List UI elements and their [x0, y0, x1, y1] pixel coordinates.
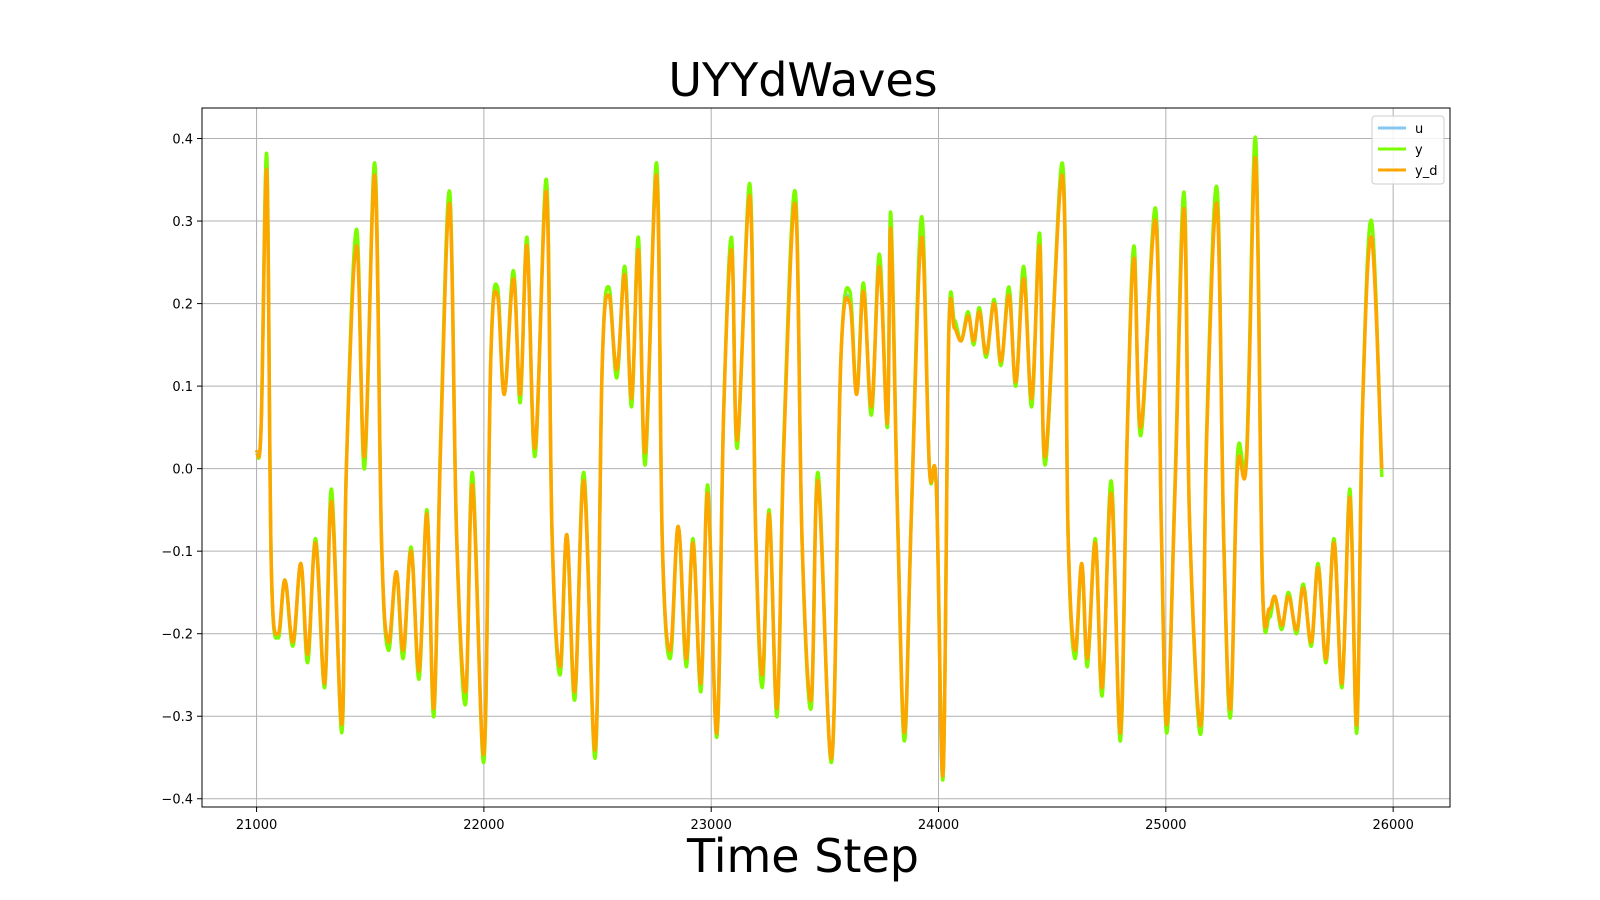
y-tick-label: −0.1 — [161, 545, 193, 560]
legend-label-y-d: y_d — [1415, 164, 1437, 179]
x-tick-label: 24000 — [918, 818, 959, 833]
chart-title: UYYdWaves — [668, 53, 937, 107]
legend: uy y_d — [1371, 115, 1445, 185]
y-tick-label: −0.4 — [161, 793, 193, 808]
legend-label-u: u — [1415, 122, 1423, 137]
series-line-y-d — [254, 156, 1384, 778]
x-tick-label: 22000 — [463, 818, 504, 833]
y-tick-label: −0.2 — [161, 628, 193, 643]
x-tick-label: 23000 — [691, 818, 732, 833]
x-tick-label: 26000 — [1372, 818, 1413, 833]
y-tick-label: 0.3 — [172, 215, 193, 230]
plot-frame — [201, 107, 1451, 808]
x-axis-label: Time Step — [686, 829, 919, 883]
axis-ticks: 21000 22000 23000 24000 25000 26000 −0.4 −0.3 −0… — [161, 133, 1413, 833]
y-tick-label: 0.2 — [172, 298, 193, 313]
y-tick-label: 0.4 — [172, 133, 193, 148]
y-tick-label: 0.0 — [172, 463, 193, 478]
x-tick-label: 21000 — [236, 818, 277, 833]
y-tick-label: −0.3 — [161, 710, 193, 725]
legend-label-y: y — [1415, 143, 1423, 158]
legend-box — [1371, 115, 1445, 185]
x-tick-label: 25000 — [1145, 818, 1186, 833]
series-layer — [254, 135, 1384, 782]
y-tick-label: 0.1 — [172, 380, 193, 395]
